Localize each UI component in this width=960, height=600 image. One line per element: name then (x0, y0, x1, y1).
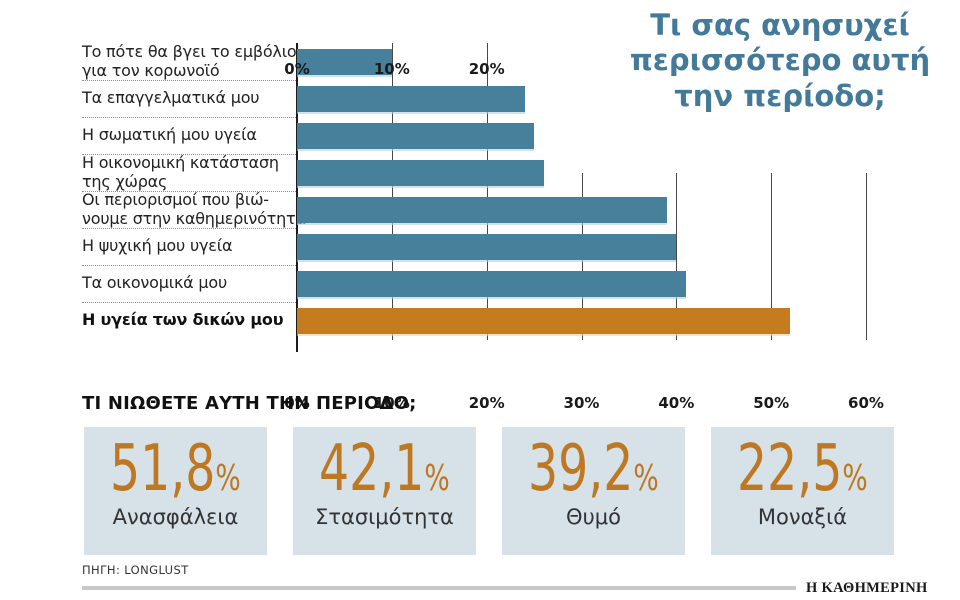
gridline-20 (486, 43, 488, 340)
feelings-boxes: 51,8% Ανασφάλεια 42,1% Στασιμότητα 39,2%… (84, 427, 894, 555)
gridline-40 (676, 173, 678, 340)
footer-divider (82, 586, 796, 590)
feeling-box-stagnation: 42,1% Στασιμότητα (293, 427, 476, 555)
bar-6 (297, 271, 686, 297)
category-label-text: Το πότε θα βγει το εμβόλιο για τον κορων… (82, 41, 297, 80)
feeling-box-loneliness: 22,5% Μοναξιά (711, 427, 894, 555)
category-label-text: Η οικονομική κατάσταση της χώρας (82, 152, 279, 191)
axis-tick-bottom-0: 0% (284, 394, 310, 412)
axis-tick-bottom-10: 10% (373, 394, 410, 412)
axis-tick-top-0: 0% (284, 60, 310, 78)
bar-0 (297, 49, 392, 75)
gridline-10 (391, 43, 393, 340)
category-label-text: Η ψυχική μου υγεία (82, 236, 233, 256)
feeling-value: 39,2% (528, 432, 659, 506)
feeling-label: Μοναξιά (757, 505, 848, 529)
axis-tick-bottom-40: 40% (658, 394, 695, 412)
category-label-3: Η οικονομική κατάσταση της χώρας (82, 152, 297, 191)
row-separator (82, 302, 296, 303)
feeling-box-insecurity: 51,8% Ανασφάλεια (84, 427, 267, 555)
bar-3 (297, 160, 544, 186)
category-label-text: Τα οικονομικά μου (82, 273, 228, 293)
axis-tick-bottom-30: 30% (563, 394, 600, 412)
feeling-value: 22,5% (737, 432, 868, 506)
category-label-text: Τα επαγγελματικά μου (82, 88, 260, 108)
category-label-4: Οι περιορισμοί που βιώ- νουμε στην καθημ… (82, 190, 306, 228)
feeling-value: 42,1% (319, 432, 450, 506)
category-label-6: Τα οικονομικά μου (82, 265, 297, 302)
row-separator (82, 228, 296, 229)
feelings-heading: ΤΙ ΝΙΩΘΕΤΕ ΑΥΤΗ ΤΗΝ ΠΕΡΙΟΔΟ; (82, 393, 417, 414)
category-label-0: Το πότε θα βγει το εμβόλιο για τον κορων… (82, 41, 297, 80)
feeling-label: Θυμό (566, 505, 621, 529)
kathimerini-logo: Η ΚΑΘΗΜΕΡΙΝΗ (806, 580, 928, 596)
row-separator (82, 191, 296, 192)
axis-tick-bottom-50: 50% (753, 394, 790, 412)
feeling-label: Στασιμότητα (315, 505, 454, 529)
plot-area: 0% 10% 20% 0% 10% 20% 30% 40% 50% 60% (284, 43, 884, 412)
gridline-60 (866, 173, 867, 340)
row-separator (82, 80, 296, 81)
row-separator (82, 117, 296, 118)
bar-2 (297, 123, 535, 149)
category-label-5: Η ψυχική μου υγεία (82, 228, 297, 265)
bar-4 (297, 197, 667, 223)
axis-tick-bottom-60: 60% (848, 394, 884, 412)
category-label-text: Η υγεία των δικών μου (82, 310, 284, 330)
axis-tick-bottom-20: 20% (468, 394, 505, 412)
category-label-text: Οι περιορισμοί που βιώ- νουμε στην καθημ… (82, 189, 306, 228)
axis-tick-top-10: 10% (373, 60, 410, 78)
bar-7 (297, 308, 791, 334)
chart-title: Τι σας ανησυχεί περισσότερο αυτή την περ… (629, 8, 931, 113)
category-labels: Το πότε θα βγει το εμβόλιο για τον κορων… (82, 41, 306, 340)
category-label-text: Η σωματική μου υγεία (82, 125, 257, 145)
source-credit: ΠΗΓΗ: LONGLUST (82, 563, 189, 577)
row-separator (82, 154, 296, 155)
category-label-7: Η υγεία των δικών μου (82, 302, 297, 339)
axis-tick-top-20: 20% (468, 60, 505, 78)
bar-5 (297, 234, 677, 260)
feeling-value: 51,8% (110, 432, 241, 506)
bar-1 (297, 86, 525, 112)
category-label-2: Η σωματική μου υγεία (82, 117, 297, 154)
feeling-box-anger: 39,2% Θυμό (502, 427, 685, 555)
feeling-label: Ανασφάλεια (112, 505, 239, 529)
gridline-50 (771, 173, 773, 340)
category-label-1: Τα επαγγελματικά μου (82, 80, 297, 117)
row-separator (82, 265, 296, 266)
